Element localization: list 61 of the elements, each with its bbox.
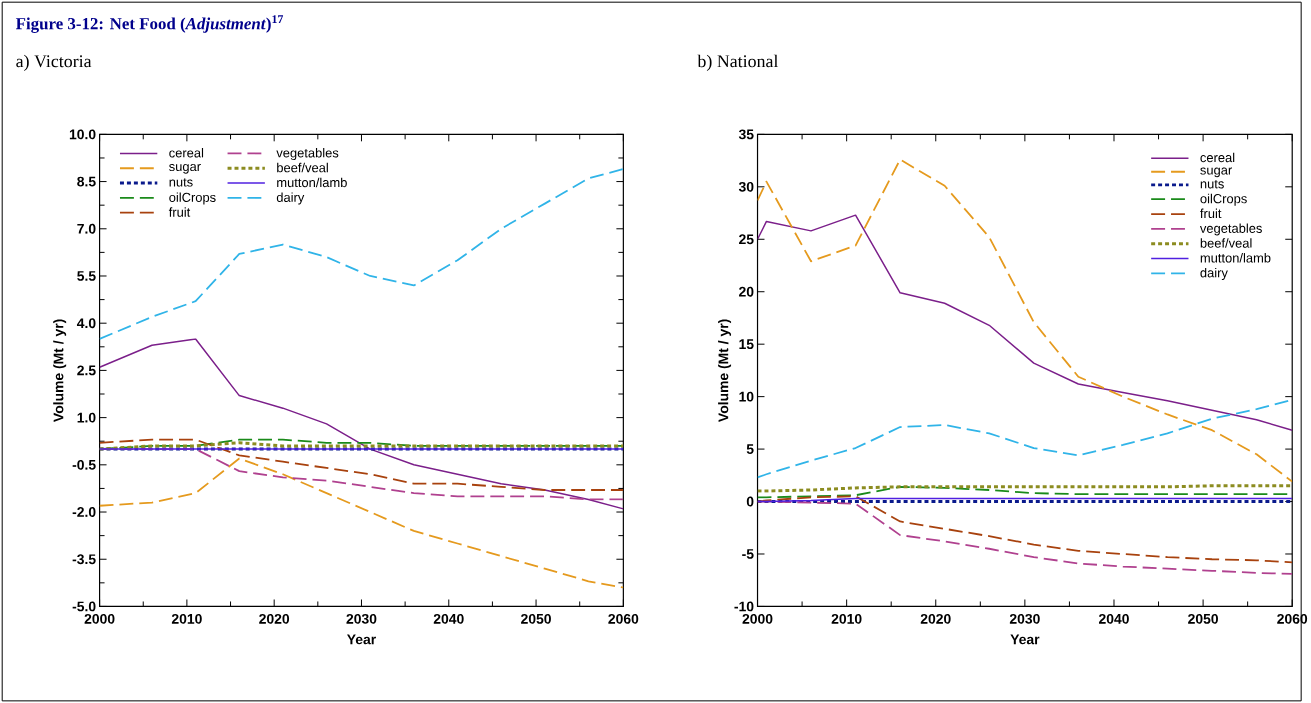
y-tick-label: 7.0: [77, 223, 96, 234]
x-tick-label: 2050: [1188, 613, 1218, 624]
y-tick-label: 35: [738, 129, 754, 140]
legend-label: fruit: [168, 207, 191, 217]
x-tick-label: 2020: [259, 613, 290, 624]
x-tick-label: 2030: [1009, 613, 1040, 624]
x-tick-label: 2060: [608, 613, 639, 624]
x-tick-label: 2030: [346, 613, 377, 624]
y-tick-label: 5: [746, 444, 754, 454]
line-series: [757, 495, 1293, 564]
y-tick-label: 20: [739, 286, 754, 297]
x-tick-label: 2020: [920, 613, 951, 624]
x-tick-label: 2010: [171, 613, 202, 624]
legend-label: sugar: [169, 164, 201, 174]
legend-label: vegetables: [276, 147, 339, 161]
y-tick-label: 4.0: [76, 318, 96, 329]
y-tick-label: -5: [742, 549, 754, 559]
line-series: [99, 338, 624, 510]
x-tick-label: 2000: [84, 613, 115, 624]
y-tick-label: 8.5: [77, 176, 96, 187]
legend-label: nuts: [1200, 179, 1224, 189]
x-axis-title: Year: [347, 634, 376, 645]
y-tick-label: -3.5: [72, 554, 96, 565]
legend-label: beef/veal: [277, 162, 328, 173]
legend-label: cereal: [1200, 152, 1235, 163]
legend-label: mutton/lamb: [1200, 253, 1271, 263]
y-axis-title: Volume (Mt / yr): [53, 319, 67, 422]
legend-label: dairy: [1200, 267, 1228, 280]
y-tick-label: -2.0: [72, 507, 96, 517]
x-tick-label: 2010: [831, 613, 862, 624]
legend-label: dairy: [276, 192, 305, 205]
y-tick-label: 15: [739, 339, 754, 350]
legend-label: vegetables: [1199, 223, 1262, 236]
legend-label: nuts: [169, 178, 193, 187]
y-tick-label: -0.5: [72, 459, 96, 470]
x-tick-label: 2000: [742, 613, 773, 624]
y-tick-label: 2.5: [77, 365, 96, 376]
legend-label: mutton/lamb: [277, 177, 347, 188]
chart-subtitle: a) Victoria: [16, 54, 92, 71]
y-tick-label: 30: [738, 181, 754, 192]
legend-label: sugar: [1200, 167, 1233, 178]
chart-title: b) National: [697, 54, 779, 71]
y-tick-label: -5.0: [72, 601, 96, 612]
y-tick-label: -10: [734, 601, 754, 612]
legend-label: oilCrops: [169, 192, 216, 205]
legend-label: oilCrops: [1200, 193, 1247, 206]
y-tick-label: 5.5: [77, 271, 96, 281]
y-tick-label: 10: [739, 391, 754, 402]
y-tick-label: 25: [739, 234, 754, 245]
legend-label: beef/veal: [1200, 238, 1252, 248]
x-tick-label: 2040: [433, 613, 464, 624]
legend-label: cereal: [169, 147, 204, 158]
x-tick-label: 2040: [1098, 613, 1129, 624]
y-tick-label: 0: [746, 496, 754, 507]
y-axis-title: Volume (Mt / yr): [718, 319, 732, 422]
chart-title: Figure 3-12: Net Food (Adjustment)$^{17}$: [15, 15, 284, 33]
x-axis-title: Year: [1010, 634, 1040, 645]
y-tick-label: 10.0: [69, 129, 96, 140]
x-tick-label: 2050: [521, 613, 551, 624]
legend-label: fruit: [1200, 208, 1222, 219]
y-tick-label: 1.0: [77, 412, 96, 423]
